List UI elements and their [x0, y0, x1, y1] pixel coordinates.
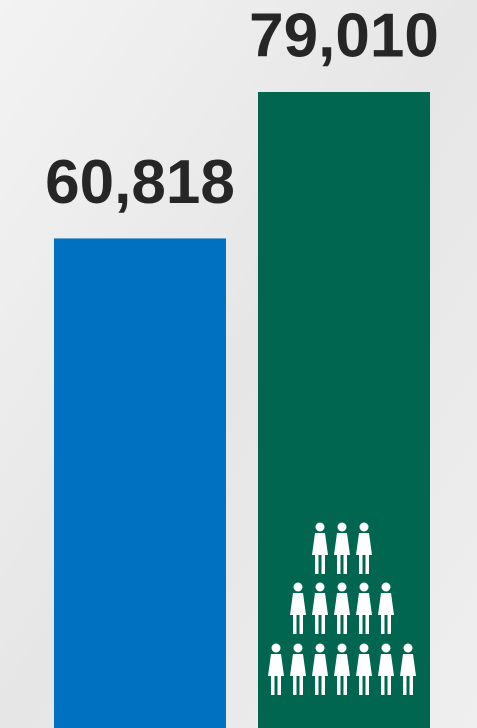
- value-label: 79,010: [249, 1, 439, 70]
- bar: [54, 238, 226, 728]
- bars: [54, 92, 430, 728]
- value-label: 60,818: [45, 148, 235, 217]
